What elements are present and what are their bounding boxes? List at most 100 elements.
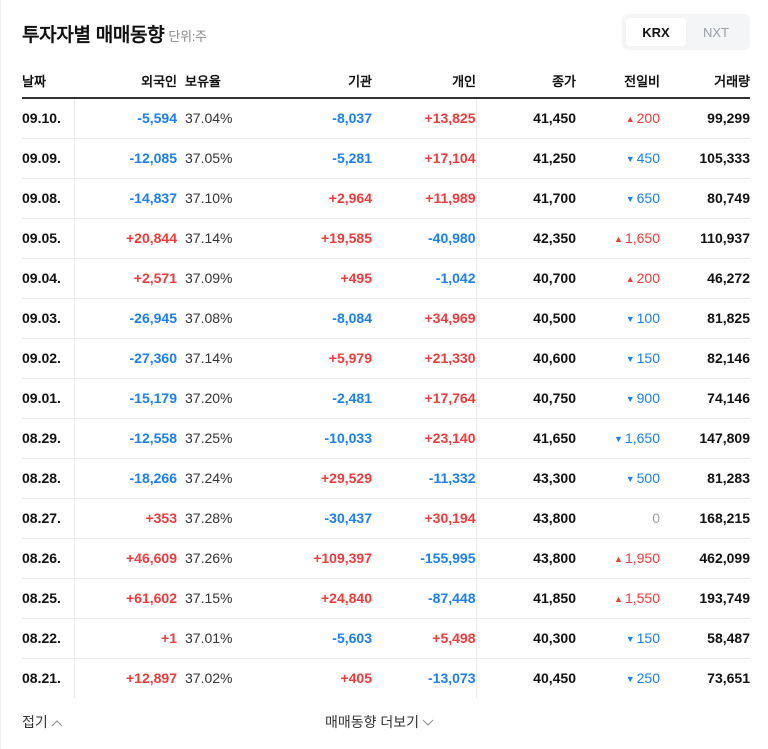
fold-label: 접기	[22, 714, 48, 730]
cell-close: 40,750	[476, 378, 576, 419]
investor-trading-table: 날짜 외국인 보유율 기관 개인 종가 전일비 거래량 09.10. -5,594…	[22, 64, 750, 698]
cell-volume: 462,099	[660, 538, 750, 579]
cell-change: ▼ 650	[576, 178, 660, 219]
change-value: 450	[636, 150, 660, 166]
table-row: 08.25. +61,602 37.15% +24,840 -87,448 41,850 ▲…	[22, 578, 750, 619]
cell-foreign: +2,571	[74, 258, 177, 299]
cell-individual: +21,330	[372, 338, 477, 379]
cell-institution: +29,529	[249, 458, 372, 499]
cell-date: 09.08.	[22, 178, 75, 219]
cell-foreign: -18,266	[74, 458, 177, 499]
table-row: 08.26. +46,609 37.26% +109,397 -155,995 43,80…	[22, 538, 750, 579]
cell-foreign: -27,360	[74, 338, 177, 379]
cell-close: 40,700	[476, 258, 576, 299]
cell-close: 40,300	[476, 618, 576, 659]
cell-ownership: 37.25%	[177, 418, 249, 459]
cell-volume: 193,749	[660, 578, 750, 619]
cell-individual: +17,764	[372, 378, 477, 419]
market-tab-nxt[interactable]: NXT	[703, 24, 729, 40]
page-title: 투자자별 매매동향 단위:주	[22, 20, 207, 47]
cell-institution: -10,033	[249, 418, 372, 459]
cell-institution: -5,603	[249, 618, 372, 659]
cell-change: ▼ 500	[576, 458, 660, 499]
cell-change: ▼ 900	[576, 378, 660, 419]
cell-close: 40,500	[476, 298, 576, 339]
change-value: 650	[636, 190, 660, 206]
triangle-down-icon: ▼	[625, 474, 635, 484]
col-header-date: 날짜	[22, 64, 74, 99]
chevron-up-icon	[51, 714, 63, 730]
cell-change: ▲ 1,950	[576, 538, 660, 579]
triangle-up-icon: ▲	[614, 234, 623, 244]
cell-individual: -1,042	[372, 258, 477, 299]
cell-foreign: +20,844	[74, 218, 177, 259]
cell-volume: 46,272	[660, 258, 750, 299]
col-header-close: 종가	[476, 64, 576, 99]
cell-date: 09.02.	[22, 338, 75, 379]
cell-change: ▼ 150	[576, 618, 660, 659]
col-header-foreign: 외국인	[74, 64, 177, 99]
cell-ownership: 37.04%	[177, 98, 249, 139]
table-footer: 접기 매매동향 더보기	[22, 708, 750, 738]
table-row: 09.03. -26,945 37.08% -8,084 +34,969 40,500 ▼ 1…	[22, 298, 750, 339]
triangle-down-icon: ▼	[625, 154, 635, 164]
cell-institution: +405	[340, 670, 372, 687]
cell-foreign: -12,558	[74, 418, 177, 459]
triangle-down-icon: ▼	[625, 394, 635, 404]
table-row: 09.09. -12,085 37.05% -5,281 +17,104 41,250 ▼ 4…	[22, 138, 750, 179]
cell-date: 08.29.	[22, 418, 75, 459]
table-row: 08.27. +353 37.28% -30,437 +30,194 43,800 0 168…	[22, 498, 750, 539]
cell-individual: -40,980	[372, 218, 477, 259]
change-value: 150	[636, 630, 660, 646]
cell-close: 42,350	[476, 218, 576, 259]
table-row: 09.04. +2,571 37.09% +495 -1,042 40,700 ▲ 200 46…	[22, 258, 750, 299]
change-value: 1,650	[624, 430, 660, 446]
cell-change: ▼ 1,650	[576, 418, 660, 459]
cell-foreign: -14,837	[74, 178, 177, 219]
change-value: 200	[636, 270, 660, 286]
title-text: 투자자별 매매동향	[22, 25, 165, 46]
cell-volume: 99,299	[660, 98, 750, 139]
cell-date: 08.22.	[22, 618, 75, 659]
cell-foreign: -5,594	[74, 98, 177, 139]
cell-institution: -2,481	[249, 378, 372, 419]
cell-ownership: 37.14%	[177, 218, 249, 259]
cell-volume: 81,825	[660, 298, 750, 339]
market-tab-krx[interactable]: KRX	[626, 18, 686, 46]
cell-change: ▲ 1,650	[576, 218, 660, 259]
cell-date: 08.25.	[22, 578, 75, 619]
cell-change: ▼ 250	[576, 658, 660, 698]
cell-ownership: 37.14%	[177, 338, 249, 379]
table-row: 09.10. -5,594 37.04% -8,037 +13,825 41,450 ▲ 20…	[22, 98, 750, 139]
fold-button[interactable]: 접기	[22, 712, 63, 732]
cell-change: ▲ 200	[576, 258, 660, 299]
section-header: 투자자별 매매동향 단위:주 KRX NXT	[22, 14, 750, 52]
cell-close: 41,850	[476, 578, 576, 619]
triangle-up-icon: ▲	[625, 274, 635, 284]
cell-individual: -87,448	[372, 578, 477, 619]
cell-institution: +495	[249, 258, 372, 299]
cell-individual: +34,969	[372, 298, 477, 339]
cell-individual: +5,498	[372, 618, 477, 659]
cell-volume: 81,283	[660, 458, 750, 499]
cell-volume: 74,146	[660, 378, 750, 419]
table-row: 09.05. +20,844 37.14% +19,585 -40,980 42,350 ▲…	[22, 218, 750, 259]
table-row: 09.01. -15,179 37.20% -2,481 +17,764 40,750 ▼ 9…	[22, 378, 750, 419]
cell-institution: -8,037	[249, 98, 372, 139]
cell-change: ▲ 200	[576, 98, 660, 139]
cell-volume: 105,333	[660, 138, 750, 179]
change-value: 200	[636, 110, 660, 127]
cell-close: 41,700	[476, 178, 576, 219]
cell-date: 08.28.	[22, 458, 75, 499]
cell-institution: +24,840	[249, 578, 372, 619]
more-trading-button[interactable]: 매매동향 더보기	[325, 712, 434, 732]
cell-ownership: 37.05%	[177, 138, 249, 179]
change-value: 1,950	[624, 550, 660, 566]
cell-foreign: +353	[74, 498, 177, 539]
cell-foreign: -15,179	[74, 378, 177, 419]
cell-foreign: -26,945	[74, 298, 177, 339]
cell-change: 0	[576, 498, 660, 539]
triangle-down-icon: ▼	[625, 634, 635, 644]
table-row: 09.02. -27,360 37.14% +5,979 +21,330 40,600 ▼ 1…	[22, 338, 750, 379]
triangle-up-icon: ▲	[614, 594, 623, 604]
